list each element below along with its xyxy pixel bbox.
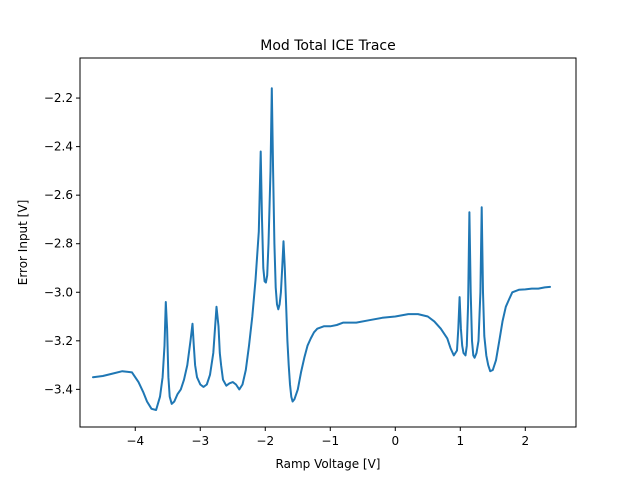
x-tick-label: 2 bbox=[521, 434, 529, 448]
y-tick-label: −2.2 bbox=[44, 91, 73, 105]
x-tick-label: −2 bbox=[256, 434, 274, 448]
data-series-line bbox=[92, 87, 551, 411]
x-tick-label: −4 bbox=[126, 434, 144, 448]
y-axis: −3.4 −3.2 −3.0 −2.8 −2.6 −2.4 −2.2 bbox=[44, 91, 80, 396]
y-tick-label: −3.0 bbox=[44, 285, 73, 299]
y-tick-label: −3.4 bbox=[44, 382, 73, 396]
chart-title: Mod Total ICE Trace bbox=[260, 38, 395, 54]
x-tick-label: 1 bbox=[456, 434, 464, 448]
x-tick-label: −3 bbox=[191, 434, 209, 448]
x-axis: −4 −3 −2 −1 0 1 2 bbox=[126, 427, 529, 448]
x-tick-label: 0 bbox=[391, 434, 399, 448]
x-tick-label: −1 bbox=[321, 434, 339, 448]
y-tick-label: −2.8 bbox=[44, 237, 73, 251]
axes-frame bbox=[79, 57, 577, 428]
y-tick-label: −2.4 bbox=[44, 140, 73, 154]
y-tick-label: −2.6 bbox=[44, 188, 73, 202]
y-tick-label: −3.2 bbox=[44, 334, 73, 348]
y-axis-label: Error Input [V] bbox=[16, 200, 30, 286]
x-axis-label: Ramp Voltage [V] bbox=[276, 457, 381, 471]
plot-area bbox=[92, 87, 551, 411]
